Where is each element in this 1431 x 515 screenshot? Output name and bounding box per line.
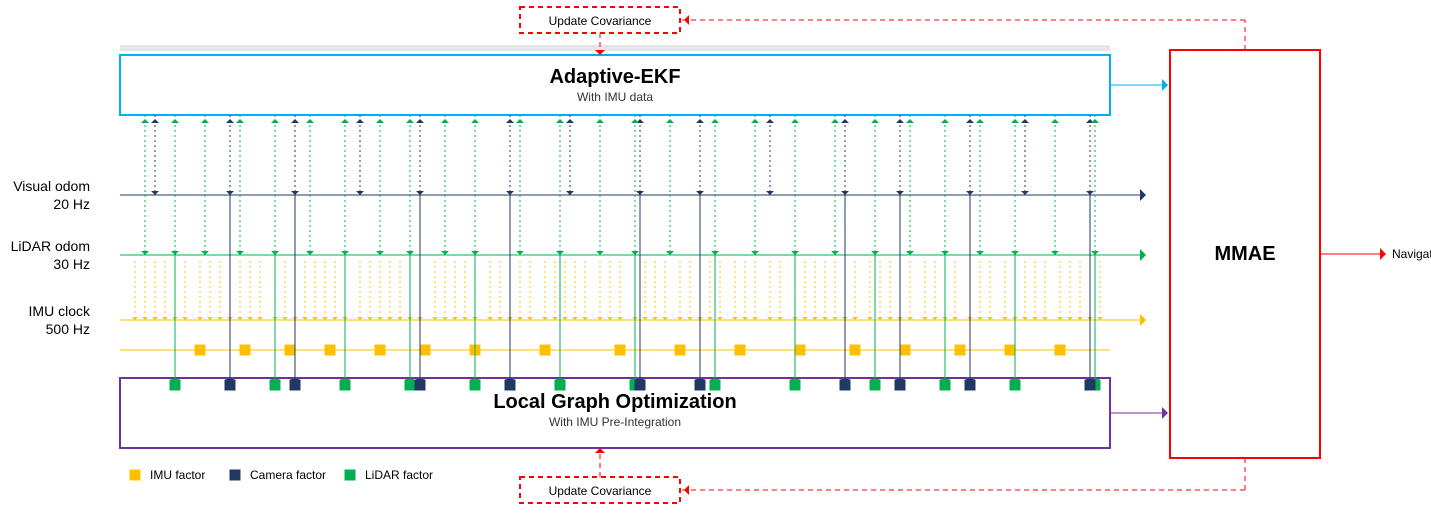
svg-text:With IMU Pre-Integration: With IMU Pre-Integration — [549, 415, 681, 429]
svg-text:Navigation States: Navigation States — [1392, 247, 1431, 261]
svg-text:Update Covariance: Update Covariance — [549, 484, 652, 498]
svg-text:Local Graph Optimization: Local Graph Optimization — [493, 391, 736, 413]
svg-text:Camera factor: Camera factor — [250, 468, 326, 482]
svg-text:With IMU data: With IMU data — [577, 90, 653, 104]
svg-text:IMU factor: IMU factor — [150, 468, 205, 482]
svg-text:500 Hz: 500 Hz — [46, 321, 90, 337]
svg-text:MMAE: MMAE — [1214, 243, 1275, 265]
sensor-fusion-diagram: Adaptive-EKF With IMU data Local Graph Opt… — [0, 0, 1431, 515]
grey-bar — [120, 45, 1110, 51]
svg-text:Update Covariance: Update Covariance — [549, 14, 652, 28]
svg-text:IMU clock: IMU clock — [29, 303, 91, 319]
svg-text:LiDAR odom: LiDAR odom — [11, 238, 90, 254]
svg-text:LiDAR factor: LiDAR factor — [365, 468, 433, 482]
svg-text:30 Hz: 30 Hz — [53, 256, 90, 272]
svg-text:Adaptive-EKF: Adaptive-EKF — [549, 66, 680, 88]
svg-text:Visual odom: Visual odom — [13, 178, 90, 194]
svg-text:20 Hz: 20 Hz — [53, 196, 90, 212]
